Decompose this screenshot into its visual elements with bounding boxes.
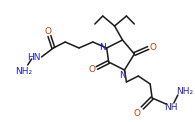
Text: O: O [45,26,52,36]
Text: HN: HN [27,54,40,62]
Text: O: O [88,65,95,73]
Text: N: N [99,44,106,52]
Text: NH: NH [164,102,178,112]
Text: O: O [150,42,157,51]
Text: NH₂: NH₂ [176,86,193,96]
Text: NH₂: NH₂ [15,67,32,76]
Text: N: N [119,71,126,80]
Text: O: O [134,108,141,117]
